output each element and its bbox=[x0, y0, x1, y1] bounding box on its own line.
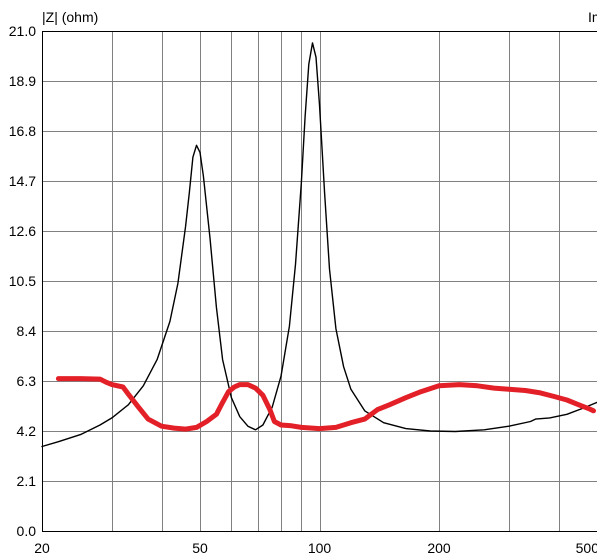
x-tick-label: 20 bbox=[34, 540, 50, 556]
y-tick-label: 6.3 bbox=[17, 373, 37, 389]
plot-frame bbox=[42, 31, 597, 532]
y-tick-label: 0.0 bbox=[17, 523, 37, 539]
corner-label-right: Im bbox=[588, 9, 597, 25]
x-tick-label: 500 bbox=[576, 540, 597, 556]
x-tick-label: 200 bbox=[427, 540, 451, 556]
y-tick-label: 2.1 bbox=[17, 473, 37, 489]
y-tick-label: 21.0 bbox=[9, 23, 36, 39]
y-tick-label: 8.4 bbox=[17, 323, 37, 339]
y-tick-label: 10.5 bbox=[9, 273, 36, 289]
x-tick-labels: 20 50 100 200 500 bbox=[34, 540, 597, 556]
series-line-black bbox=[41, 42, 597, 448]
y-tick-label: 14.7 bbox=[9, 173, 36, 189]
y-tick-label: 4.2 bbox=[17, 423, 37, 439]
x-tick-label: 100 bbox=[308, 540, 332, 556]
x-tick-label: 50 bbox=[192, 540, 208, 556]
y-tick-label: 12.6 bbox=[9, 223, 36, 239]
series-layer bbox=[41, 42, 597, 448]
y-tick-label: 16.8 bbox=[9, 123, 36, 139]
y-tick-labels: 0.0 2.1 4.2 6.3 8.4 10.5 12.6 14.7 16.8 18.9 21.0 bbox=[9, 23, 36, 539]
series-line-red bbox=[55, 376, 596, 432]
y-tick-label: 18.9 bbox=[9, 73, 36, 89]
y-axis-title: |Z| (ohm) bbox=[42, 9, 98, 25]
